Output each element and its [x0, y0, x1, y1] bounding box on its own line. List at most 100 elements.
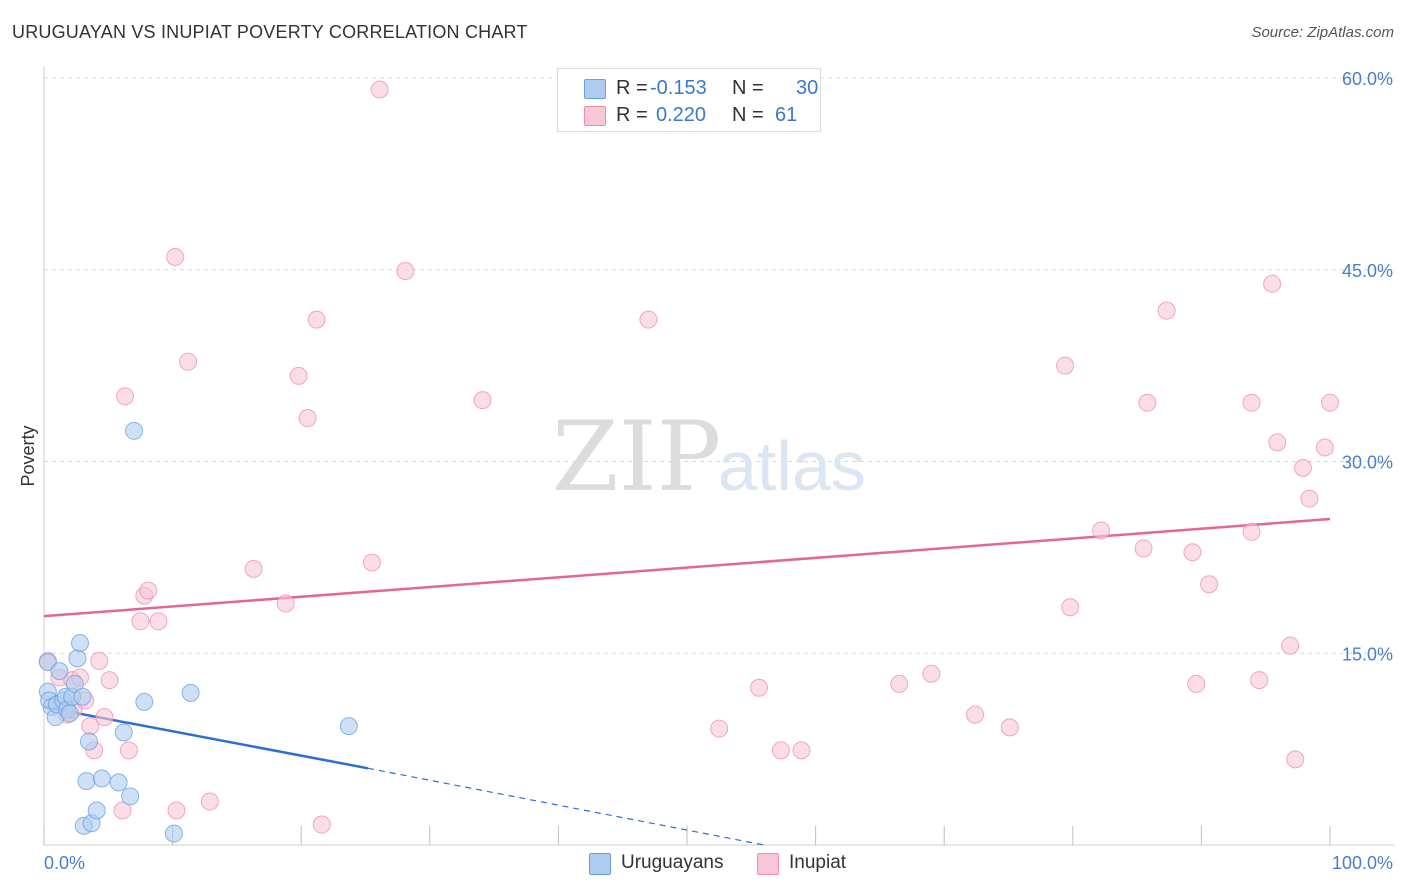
- inupiat-point: [244, 559, 263, 578]
- uruguayans-point: [60, 704, 79, 723]
- uruguayans-point: [50, 662, 69, 681]
- uruguayans-point: [87, 801, 106, 820]
- inupiat-point: [1315, 438, 1334, 457]
- uruguayans-point: [73, 687, 92, 706]
- y-tick-label: 60.0%: [1342, 69, 1393, 89]
- uruguayans-point: [68, 649, 87, 668]
- inupiat-point: [1183, 543, 1202, 562]
- uruguayans-trend-extension: [367, 767, 765, 846]
- inupiat-point: [179, 352, 198, 371]
- inupiat-point: [139, 581, 158, 600]
- inupiat-point: [1056, 356, 1075, 375]
- inupiat-point: [473, 391, 492, 410]
- inupiat-point: [200, 792, 219, 811]
- inupiat-point: [95, 708, 114, 727]
- uruguayans-swatch: [584, 79, 606, 99]
- r-value: -0.153: [650, 77, 707, 99]
- inupiat-swatch: [584, 106, 606, 126]
- bottom-legend-label: Inupiat: [789, 852, 847, 873]
- inupiat-point: [370, 80, 389, 99]
- uruguayans-swatch: [589, 853, 611, 875]
- inupiat-trend-line: [43, 517, 1331, 618]
- inupiat-point: [1321, 393, 1339, 412]
- axis-labels: 15.0% 30.0% 45.0% 60.0% 0.0% 100.0% Poverty: [18, 69, 1393, 873]
- inupiat-point: [1300, 489, 1319, 508]
- n-value: 61: [775, 104, 798, 126]
- inupiat-point: [166, 247, 185, 266]
- n-label: N =: [732, 77, 764, 99]
- inupiat-point: [289, 366, 308, 385]
- y-tick-label: 45.0%: [1342, 261, 1393, 281]
- inupiat-point: [1242, 393, 1261, 412]
- inupiat-point: [1138, 393, 1157, 412]
- y-axis-title: Poverty: [18, 425, 38, 486]
- inupiat-point: [119, 741, 138, 760]
- r-value: 0.220: [656, 104, 707, 126]
- uruguayans-point: [125, 421, 144, 440]
- inupiat-point: [1293, 458, 1312, 477]
- inupiat-point: [90, 651, 109, 670]
- uruguayans-point: [339, 717, 358, 736]
- inupiat-point: [396, 262, 415, 281]
- inupiat-point: [966, 705, 985, 724]
- inupiat-point: [1250, 671, 1269, 690]
- y-tick-label: 30.0%: [1342, 453, 1393, 473]
- inupiat-point: [1000, 718, 1019, 737]
- axes: [43, 66, 1394, 846]
- inupiat-point: [149, 612, 168, 631]
- inupiat-point: [1157, 301, 1176, 320]
- uruguayans-point: [114, 723, 133, 742]
- inupiat-point: [1242, 522, 1261, 541]
- data-points: [38, 80, 1339, 843]
- correlation-legend: R = -0.153 N = 30 R = 0.220 N = 61: [557, 68, 821, 132]
- uruguayans-point: [77, 772, 96, 791]
- uruguayans-point: [135, 692, 154, 711]
- inupiat-point: [116, 387, 135, 406]
- watermark-atlas: atlas: [718, 427, 866, 505]
- inupiat-point: [276, 594, 295, 613]
- inupiat-point: [1187, 674, 1206, 693]
- inupiat-point: [100, 671, 119, 690]
- bottom-legend-label: Uruguayans: [621, 852, 724, 873]
- inupiat-point: [1281, 636, 1300, 655]
- y-tick-label: 15.0%: [1342, 644, 1393, 664]
- inupiat-point: [131, 612, 150, 631]
- n-value: 30: [796, 77, 819, 99]
- inupiat-point: [307, 310, 326, 329]
- inupiat-point: [298, 409, 317, 428]
- inupiat-point: [1263, 274, 1282, 293]
- inupiat-point: [890, 674, 909, 693]
- inupiat-point: [362, 553, 381, 572]
- watermark-zip: ZIP: [552, 401, 721, 513]
- inupiat-point: [1092, 521, 1111, 540]
- uruguayans-point: [181, 683, 200, 702]
- inupiat-point: [1286, 750, 1305, 769]
- n-label: N =: [732, 104, 764, 126]
- inupiat-point: [113, 801, 132, 820]
- r-label: R =: [616, 104, 648, 126]
- inupiat-point: [312, 815, 331, 834]
- inupiat-point: [750, 678, 769, 697]
- source-label: Source: ZipAtlas.com: [1251, 24, 1394, 41]
- uruguayans-point: [109, 773, 128, 792]
- chart-title: URUGUAYAN VS INUPIAT POVERTY CORRELATION…: [12, 22, 528, 42]
- inupiat-point: [771, 741, 790, 760]
- r-label: R =: [616, 77, 648, 99]
- uruguayans-point: [80, 732, 99, 751]
- x-tick-label: 100.0%: [1332, 853, 1393, 873]
- inupiat-point: [639, 310, 658, 329]
- watermark: ZIP atlas: [552, 401, 866, 513]
- inupiat-point: [1200, 575, 1219, 594]
- trend-lines: [43, 517, 1331, 846]
- uruguayans-point: [92, 769, 111, 788]
- inupiat-point: [1268, 433, 1287, 452]
- inupiat-point: [1134, 539, 1153, 558]
- x-tick-label: 0.0%: [44, 853, 85, 873]
- inupiat-point: [792, 741, 811, 760]
- inupiat-point: [710, 719, 729, 738]
- uruguayans-point: [164, 824, 183, 843]
- inupiat-swatch: [757, 853, 779, 875]
- inupiat-point: [167, 801, 186, 820]
- uruguayans-point: [121, 787, 140, 806]
